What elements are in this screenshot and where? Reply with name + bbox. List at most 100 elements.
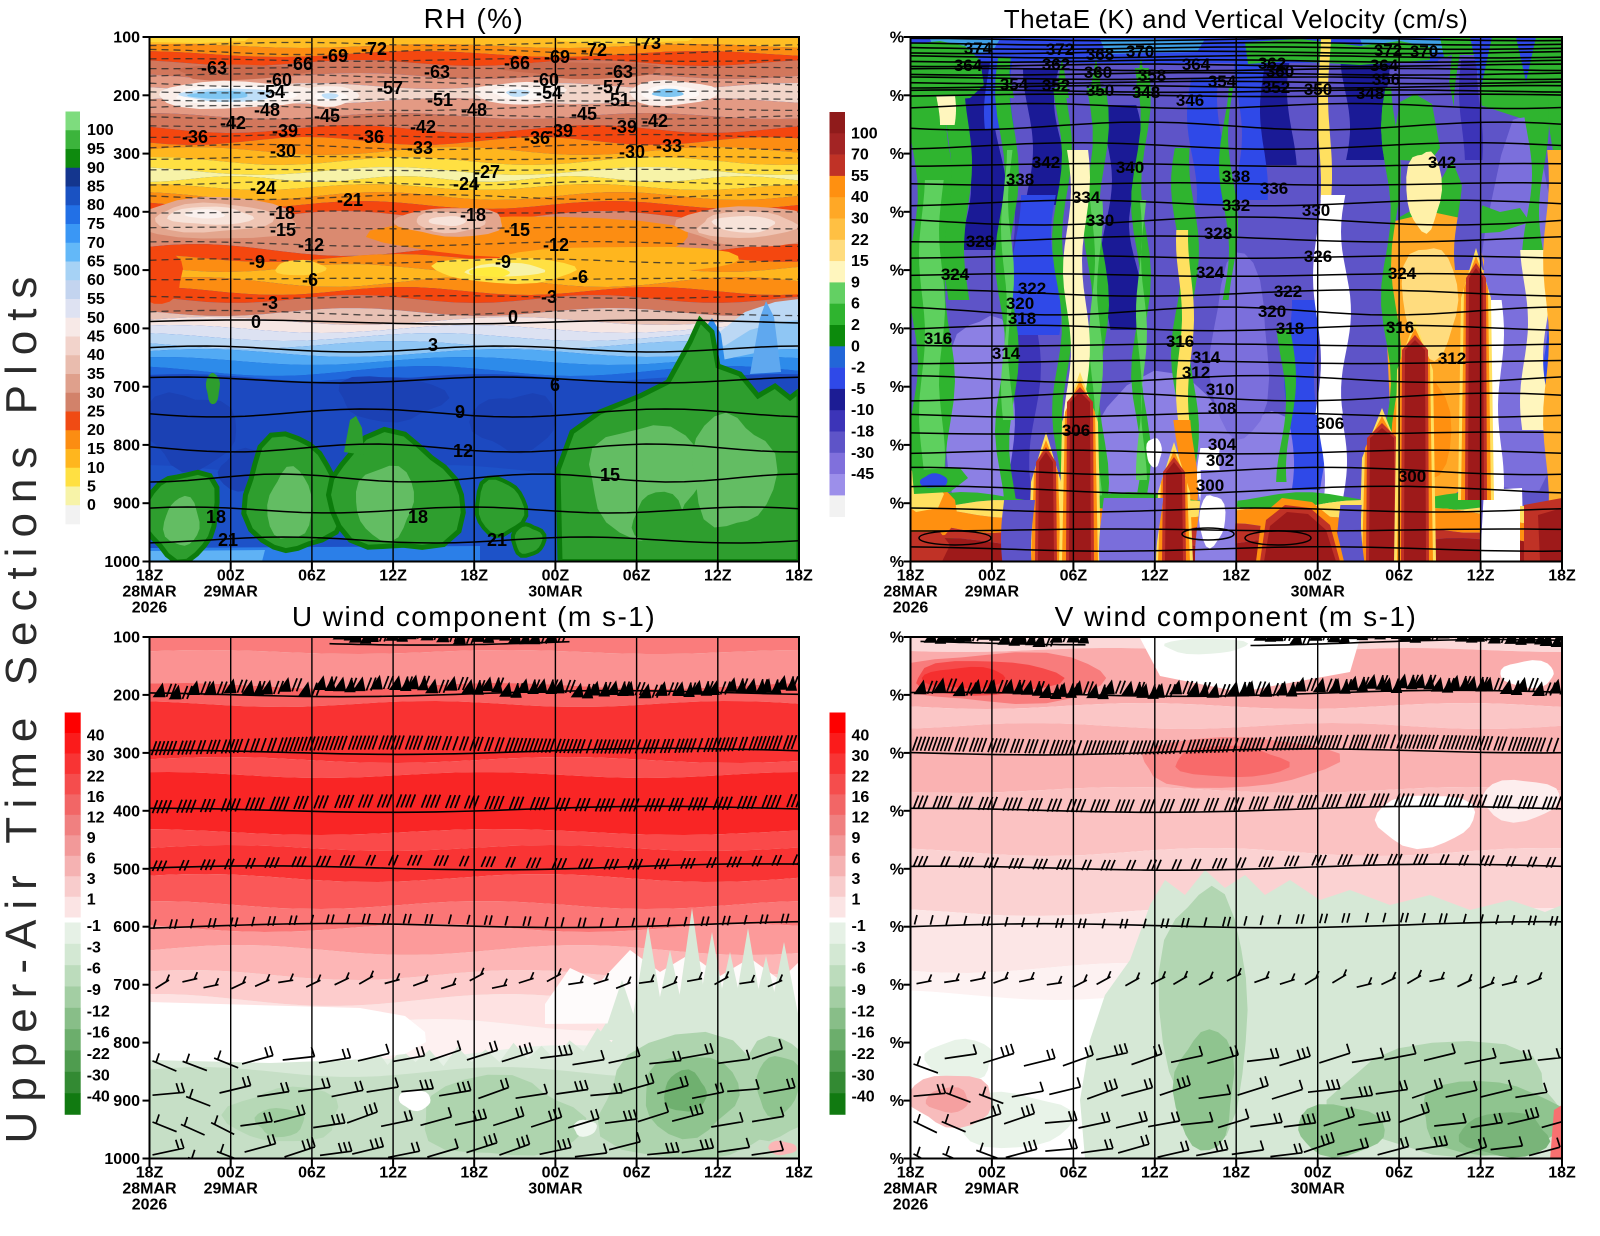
- svg-text:302: 302: [1206, 451, 1234, 470]
- svg-text:75: 75: [87, 216, 105, 233]
- svg-text:-63: -63: [607, 62, 633, 82]
- svg-text:40: 40: [852, 728, 870, 745]
- svg-text:352: 352: [1042, 76, 1070, 95]
- svg-text:306: 306: [1062, 421, 1090, 440]
- svg-text:16: 16: [852, 789, 870, 806]
- svg-text:%: %: [890, 861, 904, 878]
- svg-text:322: 322: [1018, 279, 1046, 298]
- svg-text:30: 30: [852, 748, 870, 765]
- svg-text:358: 358: [1138, 66, 1166, 85]
- svg-text:29MAR: 29MAR: [965, 584, 1020, 601]
- svg-text:372: 372: [1374, 41, 1402, 60]
- svg-text:-51: -51: [604, 90, 630, 110]
- svg-text:20: 20: [87, 422, 105, 439]
- svg-text:306: 306: [1316, 414, 1344, 433]
- svg-text:800: 800: [113, 437, 140, 454]
- svg-text:354: 354: [1000, 75, 1029, 94]
- svg-text:60: 60: [87, 272, 105, 289]
- svg-text:-42: -42: [642, 111, 668, 131]
- svg-text:00Z: 00Z: [217, 1165, 245, 1182]
- svg-text:-51: -51: [427, 90, 453, 110]
- svg-text:1000: 1000: [104, 1151, 140, 1168]
- svg-text:-6: -6: [302, 270, 318, 290]
- svg-text:-18: -18: [851, 424, 874, 441]
- svg-text:-39: -39: [611, 117, 637, 137]
- svg-text:30MAR: 30MAR: [1291, 1181, 1346, 1198]
- svg-text:30MAR: 30MAR: [528, 584, 583, 601]
- svg-text:2026: 2026: [893, 600, 929, 617]
- svg-text:342: 342: [1032, 153, 1060, 172]
- svg-text:700: 700: [113, 977, 140, 994]
- svg-text:28MAR: 28MAR: [122, 1181, 177, 1198]
- svg-text:310: 310: [1206, 380, 1234, 399]
- svg-text:U wind component (m s-1): U wind component (m s-1): [292, 601, 656, 632]
- svg-text:18Z: 18Z: [785, 568, 813, 585]
- svg-text:%: %: [890, 554, 904, 571]
- svg-text:22: 22: [852, 768, 870, 785]
- svg-text:2026: 2026: [893, 1197, 929, 1214]
- svg-text:326: 326: [1304, 247, 1332, 266]
- svg-text:-33: -33: [656, 136, 682, 156]
- svg-text:RH (%): RH (%): [424, 3, 525, 34]
- svg-text:316: 316: [924, 329, 952, 348]
- svg-text:9: 9: [851, 274, 860, 291]
- svg-text:-2: -2: [851, 360, 865, 377]
- svg-text:318: 318: [1276, 319, 1304, 338]
- svg-text:06Z: 06Z: [1385, 568, 1413, 585]
- svg-text:400: 400: [113, 803, 140, 820]
- svg-text:-1: -1: [852, 918, 866, 935]
- svg-text:12Z: 12Z: [379, 568, 407, 585]
- svg-text:00Z: 00Z: [1304, 568, 1332, 585]
- svg-text:304: 304: [1208, 435, 1237, 454]
- svg-text:30: 30: [87, 385, 105, 402]
- svg-text:18Z: 18Z: [897, 568, 925, 585]
- svg-text:314: 314: [1192, 348, 1221, 367]
- svg-text:368: 368: [1086, 45, 1114, 64]
- svg-text:28MAR: 28MAR: [122, 584, 177, 601]
- svg-text:334: 334: [1072, 188, 1101, 207]
- svg-text:18Z: 18Z: [460, 568, 488, 585]
- svg-text:-40: -40: [87, 1089, 110, 1106]
- svg-text:356: 356: [1372, 70, 1400, 89]
- svg-text:00Z: 00Z: [542, 1165, 570, 1182]
- svg-text:0: 0: [87, 497, 96, 514]
- svg-text:-22: -22: [87, 1046, 110, 1063]
- svg-text:-3: -3: [87, 939, 101, 956]
- svg-text:%: %: [890, 1035, 904, 1052]
- svg-text:18Z: 18Z: [136, 568, 164, 585]
- svg-text:338: 338: [1006, 170, 1034, 189]
- svg-text:00Z: 00Z: [1304, 1165, 1332, 1182]
- svg-text:330: 330: [1302, 201, 1330, 220]
- svg-text:400: 400: [113, 204, 140, 221]
- svg-text:%: %: [890, 630, 904, 647]
- svg-text:312: 312: [1438, 349, 1466, 368]
- svg-text:-12: -12: [87, 1003, 110, 1020]
- svg-text:500: 500: [113, 861, 140, 878]
- svg-text:-6: -6: [87, 961, 101, 978]
- svg-text:-10: -10: [851, 402, 874, 419]
- svg-text:500: 500: [113, 263, 140, 280]
- svg-text:-66: -66: [287, 54, 313, 74]
- svg-text:06Z: 06Z: [1060, 568, 1088, 585]
- svg-text:-36: -36: [182, 127, 208, 147]
- svg-text:06Z: 06Z: [1385, 1165, 1413, 1182]
- svg-text:18: 18: [408, 507, 428, 527]
- svg-text:18: 18: [206, 507, 226, 527]
- svg-text:308: 308: [1208, 399, 1236, 418]
- svg-text:-72: -72: [361, 39, 387, 59]
- svg-text:-24: -24: [453, 174, 479, 194]
- svg-text:-69: -69: [322, 46, 348, 66]
- svg-text:300: 300: [113, 146, 140, 163]
- svg-text:55: 55: [851, 168, 869, 185]
- svg-text:3: 3: [428, 335, 438, 355]
- svg-text:316: 316: [1386, 318, 1414, 337]
- svg-text:22: 22: [851, 232, 869, 249]
- svg-text:6: 6: [87, 850, 96, 867]
- svg-text:-3: -3: [852, 939, 866, 956]
- svg-text:00Z: 00Z: [978, 1165, 1006, 1182]
- svg-text:1000: 1000: [104, 554, 140, 571]
- svg-text:25: 25: [87, 404, 105, 421]
- svg-text:312: 312: [1182, 363, 1210, 382]
- svg-text:-45: -45: [571, 104, 597, 124]
- svg-text:18Z: 18Z: [460, 1165, 488, 1182]
